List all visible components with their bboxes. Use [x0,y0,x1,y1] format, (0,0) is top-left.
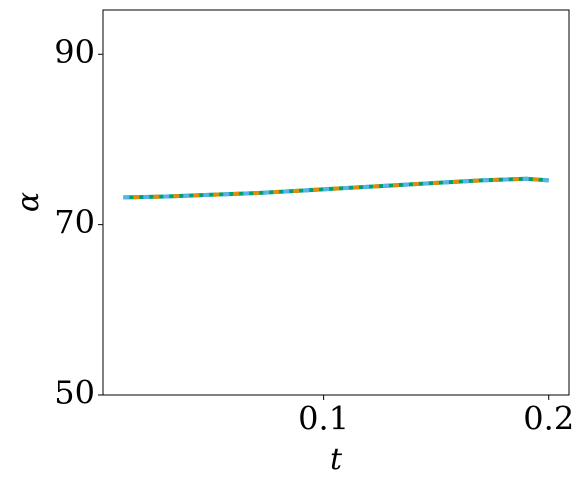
line-series [123,176,549,200]
y-tick-label: 70 [54,203,95,241]
y-tick-label: 90 [54,33,95,71]
y-axis-label: α [11,192,46,212]
x-tick-label: 0.1 [298,400,349,438]
plot-frame [102,9,570,396]
x-tick-label: 0.2 [523,400,574,438]
y-tick-label: 50 [54,374,95,412]
line-series [123,176,549,200]
x-axis-label: t [330,442,343,477]
